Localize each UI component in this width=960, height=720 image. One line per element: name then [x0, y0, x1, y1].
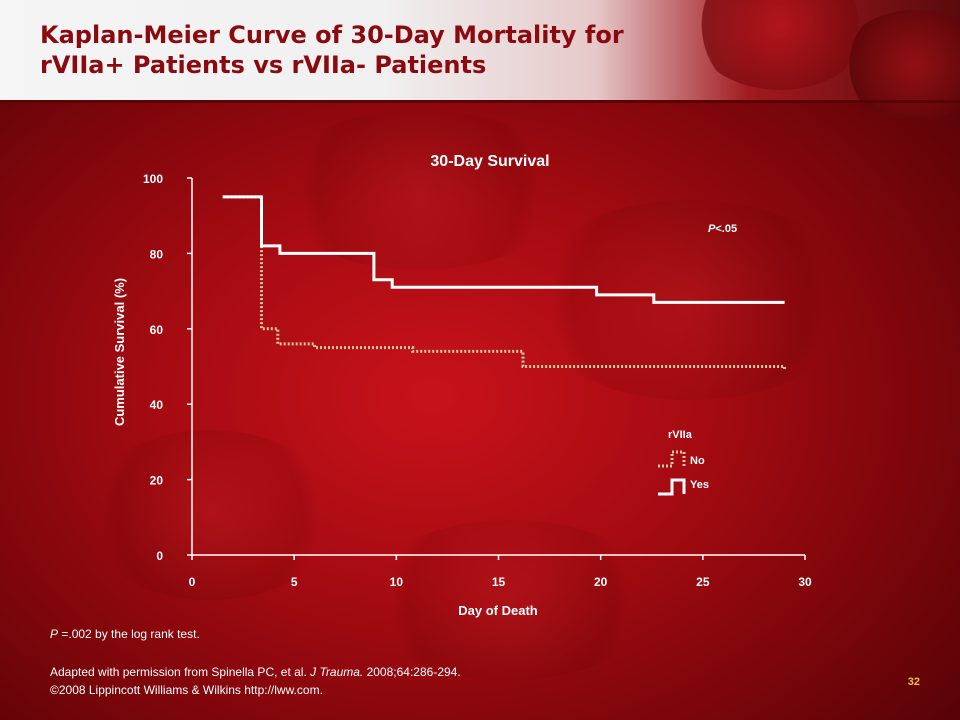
- legend: rVIIa No Yes: [658, 429, 709, 496]
- y-tick-label: 60: [150, 323, 164, 337]
- legend-title: rVIIa: [668, 429, 693, 441]
- y-tick-label: 0: [156, 549, 163, 563]
- x-tick-label: 15: [492, 575, 506, 589]
- x-tick-label: 5: [291, 575, 298, 589]
- x-tick-label: 0: [189, 575, 196, 589]
- citation-suffix: 2008;64:286-294.: [363, 665, 461, 679]
- y-axis-label: Cumulative Survival (%): [112, 278, 127, 426]
- background-cell: [360, 520, 660, 680]
- citation-line: Adapted with permission from Spinella PC…: [50, 663, 461, 681]
- citation: Adapted with permission from Spinella PC…: [50, 663, 461, 699]
- log-rank-footnote: P =.002 by the log rank test.: [50, 627, 200, 641]
- legend-swatch-no: [658, 450, 686, 468]
- slide-header: Kaplan-Meier Curve of 30-Day Mortality f…: [0, 0, 960, 120]
- citation-prefix: Adapted with permission from Spinella PC…: [50, 665, 311, 679]
- legend-label-yes: Yes: [690, 479, 709, 491]
- x-tick-label: 25: [696, 575, 710, 589]
- legend-swatch-yes: [658, 478, 686, 496]
- footnote-p-text: =.002 by the log rank test.: [58, 627, 200, 641]
- p-value-text: <.05: [715, 223, 737, 235]
- citation-journal: J Trauma.: [310, 665, 364, 679]
- slide-number: 32: [907, 676, 920, 688]
- slide-title-line1: Kaplan-Meier Curve of 30-Day Mortality f…: [40, 21, 624, 49]
- y-tick-label: 40: [150, 398, 164, 412]
- p-value-letter: P: [708, 223, 716, 235]
- y-tick-label: 20: [150, 474, 164, 488]
- x-tick-label: 20: [594, 575, 608, 589]
- background-cell: [270, 110, 570, 270]
- y-ticks: 0 20 40 60 80 100: [143, 172, 192, 563]
- chart-title: 30-Day Survival: [430, 153, 549, 170]
- y-tick-label: 100: [143, 172, 163, 186]
- series-line-no: [222, 195, 787, 371]
- copyright-line: ©2008 Lippincott Williams & Wilkins http…: [50, 683, 323, 697]
- x-tick-label: 10: [390, 575, 404, 589]
- footnote-p-letter: P: [50, 627, 59, 641]
- p-value-annotation: P<.05: [708, 223, 737, 235]
- slide-title: Kaplan-Meier Curve of 30-Day Mortality f…: [40, 20, 740, 80]
- header-divider: [0, 100, 960, 103]
- x-ticks: 0 5 10 15 20 25 30: [189, 555, 812, 589]
- y-tick-label: 80: [150, 247, 164, 261]
- background-cell: [80, 430, 340, 600]
- series-layer: [222, 195, 787, 371]
- legend-label-no: No: [690, 455, 705, 467]
- x-axis-label: Day of Death: [458, 603, 538, 618]
- series-line-yes: [222, 195, 785, 304]
- slide-title-line2: rVIIa+ Patients vs rVIIa- Patients: [40, 51, 487, 79]
- x-tick-label: 30: [798, 575, 812, 589]
